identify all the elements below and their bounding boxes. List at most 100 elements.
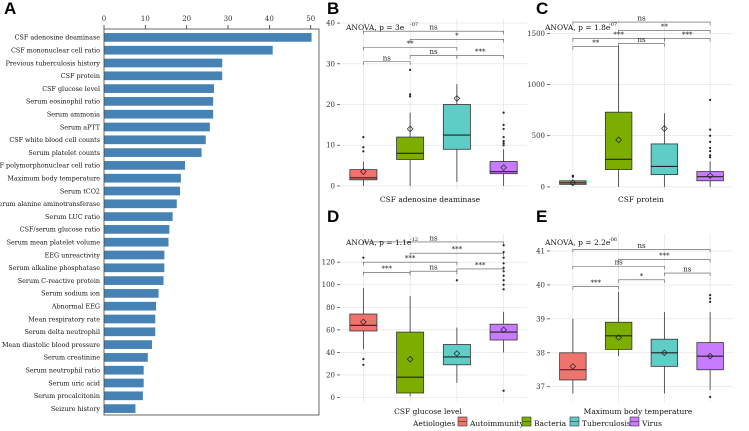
d-y-tick-label: 100 (322, 281, 335, 289)
e-anova-exponent: -06 (609, 237, 617, 243)
d-y-tick-label: 120 (322, 259, 335, 267)
c-y-tick-label: 1000 (527, 81, 545, 89)
c-mean-marker (569, 179, 577, 187)
c-bracket (618, 29, 711, 34)
a-category-label: Abnormal EEG (51, 303, 100, 311)
b-outlier-point (502, 111, 505, 114)
b-box (396, 136, 425, 160)
a-category-label: Serum procalcitonin (34, 392, 100, 400)
b-y-tick-label: 40 (326, 20, 335, 28)
c-outlier-point (709, 128, 712, 131)
d-bracket (363, 261, 458, 266)
c-plot-background (550, 19, 733, 190)
e-bracket (572, 265, 665, 270)
a-bar (104, 353, 148, 362)
e-outlier-point (709, 395, 712, 399)
a-category-label: Serum delta neutrophil (24, 328, 100, 336)
b-mean-marker (500, 164, 507, 171)
b-bracket-label: ns (429, 24, 438, 32)
e-bracket (664, 272, 711, 277)
b-outlier-point (502, 135, 505, 139)
b-anova-exponent: -07 (410, 22, 418, 28)
d-outlier-point (502, 256, 505, 259)
b-y-tick-label: 10 (326, 142, 335, 150)
d-y-tick-label: 60 (326, 326, 335, 334)
e-bracket (618, 279, 665, 283)
a-category-label: Serum LUC ratio (45, 213, 100, 221)
a-bar (104, 45, 273, 55)
c-bracket (618, 43, 665, 47)
d-box (349, 313, 378, 332)
c-outlier-point (709, 156, 712, 159)
e-bracket (572, 248, 711, 253)
a-bar (104, 109, 214, 119)
a-bar (104, 289, 159, 298)
d-bracket-label: *** (405, 255, 416, 263)
panel-letter-a: A (4, 0, 17, 18)
d-outlier-point (455, 279, 458, 282)
a-category-label: Previous tuberculosis history (6, 59, 101, 67)
a-category-label: Serum creatinine (44, 354, 101, 362)
b-mean-marker (453, 95, 461, 102)
a-bar (104, 327, 156, 337)
a-category-label: CSF protein (61, 72, 100, 80)
d-mean-marker (453, 350, 461, 357)
b-bracket (409, 39, 504, 43)
d-bracket-label: ns (429, 234, 438, 242)
d-bracket (363, 241, 504, 245)
a-bar (104, 340, 152, 349)
c-bracket-label: ns (637, 36, 646, 44)
b-bracket (363, 47, 458, 51)
e-bracket-label: *** (591, 279, 602, 287)
legend-label: Virus (641, 419, 662, 428)
c-outlier-point (709, 146, 712, 150)
e-box (559, 352, 587, 381)
e-bracket-label: *** (659, 252, 670, 260)
e-x-axis-label: Maximum body temperature (584, 407, 693, 416)
e-bracket (572, 286, 619, 290)
c-anova-annotation: ANOVA, p = 1.8e (544, 23, 611, 32)
b-outlier-point (502, 123, 505, 126)
d-outlier-point (502, 266, 505, 269)
e-outlier-point (709, 293, 712, 297)
a-category-label: Serum alanine aminotransferase (0, 200, 100, 208)
b-bracket-label: ** (407, 40, 415, 48)
a-category-label: Serum sodium ion (41, 290, 100, 298)
d-bracket-label: *** (382, 265, 393, 273)
c-bracket-label: ns (637, 15, 646, 23)
c-box (650, 143, 679, 176)
a-category-label: Serum mean platelet volume (7, 239, 101, 247)
b-outlier-point (409, 95, 412, 98)
b-outlier-point (502, 140, 505, 143)
e-mean-marker (706, 352, 714, 360)
a-bar (104, 97, 214, 106)
e-mean-marker (661, 349, 668, 357)
a-bar (104, 365, 144, 375)
a-bar (104, 122, 210, 132)
e-y-tick-label: 37 (536, 383, 545, 391)
a-category-label: CSF polymorphonuclear cell ratio (0, 162, 100, 170)
a-bar (104, 391, 143, 401)
b-bracket-label: *** (475, 48, 486, 56)
panel-letter-e: E (536, 207, 548, 226)
c-outlier-point (709, 154, 712, 157)
c-box (604, 111, 633, 170)
c-y-tick-label: 0 (541, 183, 545, 191)
a-category-label: Serum aPTT (60, 123, 101, 131)
d-bracket (409, 252, 504, 257)
d-outlier-point (362, 363, 365, 366)
d-bracket-label: ns (429, 264, 438, 272)
b-bracket-label: ns (383, 54, 392, 62)
d-outlier-point (362, 358, 365, 361)
a-x-tick-label: 10 (141, 15, 150, 23)
c-mean-marker (615, 136, 622, 144)
a-category-label: EEG unreactivity (45, 251, 101, 259)
a-category-label: CSF mononuclear cell ratio (11, 47, 100, 55)
b-outlier-point (502, 144, 505, 147)
c-y-tick-label: 500 (532, 132, 545, 140)
d-outlier-point (502, 283, 505, 286)
a-x-tick-label: 50 (306, 15, 315, 23)
a-bar (104, 276, 164, 285)
a-category-label: Serum platelet counts (28, 149, 100, 157)
